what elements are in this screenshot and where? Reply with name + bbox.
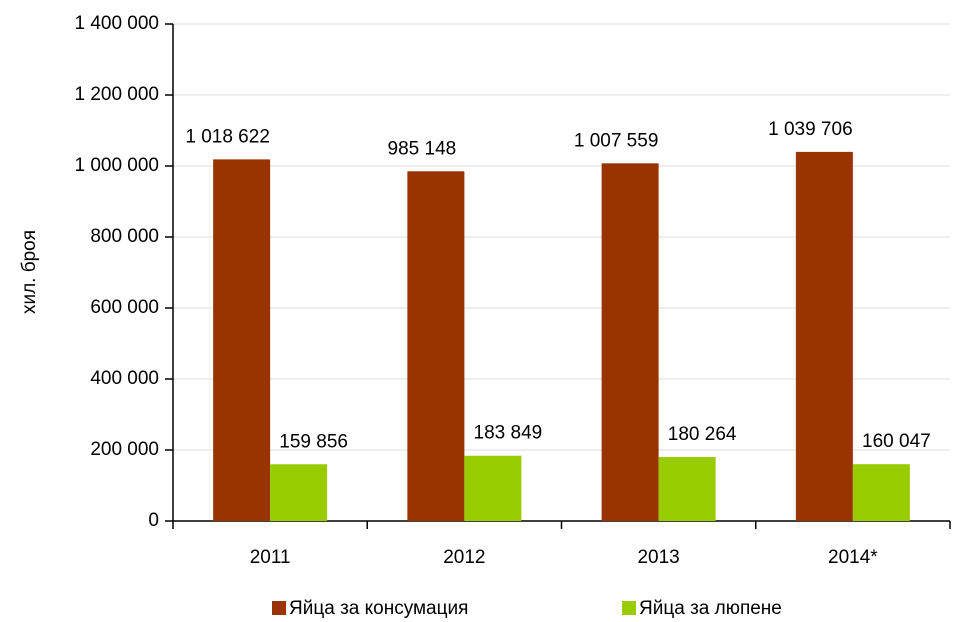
y-tick-label: 400 000: [90, 368, 159, 389]
legend-label: Яйца за люпене: [639, 598, 782, 619]
value-label: 160 047: [862, 431, 931, 452]
bar: [658, 457, 716, 521]
x-tick-label: 2011: [250, 547, 291, 568]
y-tick-label: 1 000 000: [74, 155, 159, 176]
value-label: 985 148: [388, 138, 457, 159]
legend-label: Яйца за консумация: [289, 598, 468, 619]
value-label: 1 039 706: [768, 119, 853, 140]
bar: [213, 159, 271, 521]
legend-swatch: [622, 601, 636, 615]
legend-swatch: [272, 601, 286, 615]
y-tick-label: 200 000: [90, 439, 159, 460]
bar: [852, 464, 910, 521]
x-tick-label: 2014*: [828, 547, 878, 568]
bar: [270, 464, 328, 521]
value-label: 180 264: [668, 424, 737, 445]
y-tick-label: 600 000: [90, 297, 159, 318]
bar: [795, 151, 853, 522]
bar: [464, 455, 522, 521]
bar: [407, 171, 465, 521]
y-tick-label: 1 400 000: [74, 13, 159, 34]
value-label: 183 849: [474, 423, 543, 444]
y-tick-label: 1 200 000: [74, 84, 159, 105]
x-tick-label: 2012: [443, 547, 485, 568]
bar: [601, 163, 659, 521]
value-label: 1 018 622: [185, 126, 270, 147]
y-axis-label: хил. броя: [19, 230, 40, 314]
y-tick-label: 0: [148, 510, 159, 531]
x-tick-label: 2013: [637, 547, 679, 568]
value-label: 159 856: [279, 431, 348, 452]
value-label: 1 007 559: [574, 130, 659, 151]
y-tick-label: 800 000: [90, 226, 159, 247]
